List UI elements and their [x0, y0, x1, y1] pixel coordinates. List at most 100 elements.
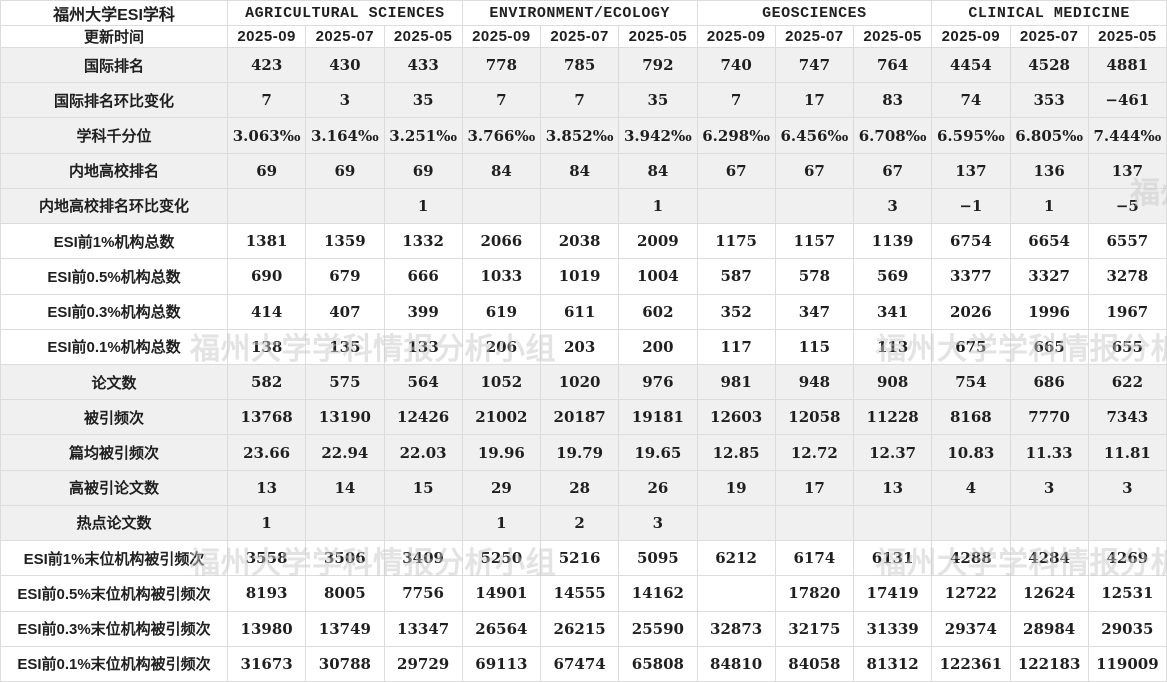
value-cell: 3.942‰	[618, 117, 698, 154]
value-cell: 2009	[618, 223, 698, 260]
value-cell: 69	[305, 152, 385, 189]
value-cell: 20187	[539, 399, 620, 436]
value-cell: 19.96	[461, 434, 542, 471]
value-cell: 4528	[1009, 46, 1089, 84]
value-cell: 29729	[383, 645, 463, 682]
row-label: 高被引论文数	[0, 469, 228, 506]
value-cell: 981	[696, 363, 776, 401]
value-cell: 31339	[852, 610, 933, 647]
date-cell: 2025-07	[305, 25, 385, 48]
value-cell: 792	[618, 46, 698, 84]
value-cell: 7	[539, 82, 620, 119]
value-cell	[305, 187, 385, 225]
row-label: ESI前0.1%末位机构被引频次	[0, 645, 228, 682]
date-cell: 2025-07	[1009, 25, 1089, 48]
value-cell: 6.298‰	[696, 117, 776, 154]
value-cell: 7756	[383, 575, 463, 612]
value-cell: 3377	[931, 258, 1011, 295]
value-cell: 1	[226, 504, 307, 542]
value-cell: 135	[305, 328, 385, 365]
value-cell: 3	[1009, 469, 1089, 506]
value-cell: 3506	[305, 540, 385, 577]
value-cell: 12058	[774, 399, 855, 436]
value-cell: 12.37	[852, 434, 933, 471]
value-cell: 1019	[539, 258, 620, 295]
value-cell: 352	[696, 293, 776, 330]
value-cell: 353	[1009, 82, 1089, 119]
value-cell: 347	[774, 293, 855, 330]
value-cell: 69	[383, 152, 463, 189]
row-label: ESI前0.1%机构总数	[0, 328, 228, 365]
value-cell: 137	[931, 152, 1011, 189]
value-cell: 119009	[1087, 645, 1167, 682]
column-group-header: ENVIRONMENT/ECOLOGY	[461, 0, 698, 26]
value-cell: 28984	[1009, 610, 1089, 647]
value-cell: 14901	[461, 575, 542, 612]
value-cell: 3.063‰	[226, 117, 307, 154]
value-cell: 3.164‰	[305, 117, 385, 154]
value-cell: 35	[618, 82, 698, 119]
value-cell: 17419	[852, 575, 933, 612]
value-cell: 26	[618, 469, 698, 506]
value-cell: 6.805‰	[1009, 117, 1089, 154]
value-cell: 2	[539, 504, 620, 542]
value-cell: 407	[305, 293, 385, 330]
value-cell: 1033	[461, 258, 542, 295]
value-cell: 83	[852, 82, 933, 119]
value-cell: −1	[931, 187, 1011, 225]
row-label: 内地高校排名环比变化	[0, 187, 228, 225]
header-row: 福州大学ESI学科 AGRICULTURAL SCIENCES ENVIRONMEN…	[0, 0, 1167, 26]
value-cell: 3	[618, 504, 698, 542]
row-label: 学科千分位	[0, 117, 228, 154]
column-group-header: AGRICULTURAL SCIENCES	[227, 0, 463, 26]
value-cell: 32175	[774, 610, 855, 647]
value-cell: 84	[618, 152, 698, 189]
date-cell: 2025-09	[461, 25, 542, 48]
value-cell: 665	[1009, 328, 1089, 365]
value-cell: 6.456‰	[774, 117, 855, 154]
value-cell: 679	[305, 258, 385, 295]
table-row: ESI前0.3%末位机构被引频次 13980 13749 13347 26564 2621…	[0, 610, 1167, 647]
value-cell: 569	[852, 258, 933, 295]
value-cell: 785	[539, 46, 620, 84]
value-cell: 19.79	[539, 434, 620, 471]
table-row: ESI前0.5%末位机构被引频次 8193 8005 7756 14901 14555 14…	[0, 575, 1167, 612]
value-cell: 4881	[1087, 46, 1167, 84]
table-row: ESI前0.3%机构总数 414 407 399 619 611 602 352 347 341 2…	[0, 293, 1167, 330]
value-cell: 430	[305, 46, 385, 84]
value-cell: 8005	[305, 575, 385, 612]
value-cell: 69	[226, 152, 307, 189]
table-row: ESI前0.5%机构总数 690 679 666 1033 1019 1004 587 578 5…	[0, 258, 1167, 295]
value-cell: 17	[774, 82, 855, 119]
table-row: 论文数 582 575 564 1052 1020 976 981 948 908 754 686 62…	[0, 363, 1167, 401]
value-cell	[383, 504, 463, 542]
value-cell: 28	[539, 469, 620, 506]
value-cell: 4269	[1087, 540, 1167, 577]
value-cell	[774, 187, 855, 225]
date-cell: 2025-09	[931, 25, 1011, 48]
date-cell: 2025-07	[539, 25, 620, 48]
value-cell: 136	[1009, 152, 1089, 189]
table-row: 学科千分位 3.063‰ 3.164‰ 3.251‰ 3.766‰ 3.852‰ 3.942…	[0, 117, 1167, 154]
value-cell: 15	[383, 469, 463, 506]
value-cell: 84810	[696, 645, 776, 682]
value-cell: 11.81	[1087, 434, 1167, 471]
value-cell: 13190	[305, 399, 385, 436]
value-cell: 8193	[226, 575, 307, 612]
value-cell: 74	[931, 82, 1011, 119]
value-cell: 1	[383, 187, 463, 225]
date-row: 更新时间 2025-09 2025-07 2025-05 2025-09 2025-07 2…	[0, 25, 1167, 48]
value-cell: 423	[226, 46, 307, 84]
value-cell: 11.33	[1009, 434, 1089, 471]
table-row: 被引频次 13768 13190 12426 21002 20187 19181 12603 1…	[0, 399, 1167, 436]
table-row: 内地高校排名环比变化 1 1 3 −1 1 −5	[0, 187, 1167, 225]
value-cell: 13347	[383, 610, 463, 647]
row-label: ESI前1%机构总数	[0, 223, 228, 260]
value-cell: 3.852‰	[539, 117, 620, 154]
value-cell: 666	[383, 258, 463, 295]
value-cell: 84	[539, 152, 620, 189]
value-cell: 433	[383, 46, 463, 84]
value-cell: 19181	[618, 399, 698, 436]
value-cell: 22.03	[383, 434, 463, 471]
